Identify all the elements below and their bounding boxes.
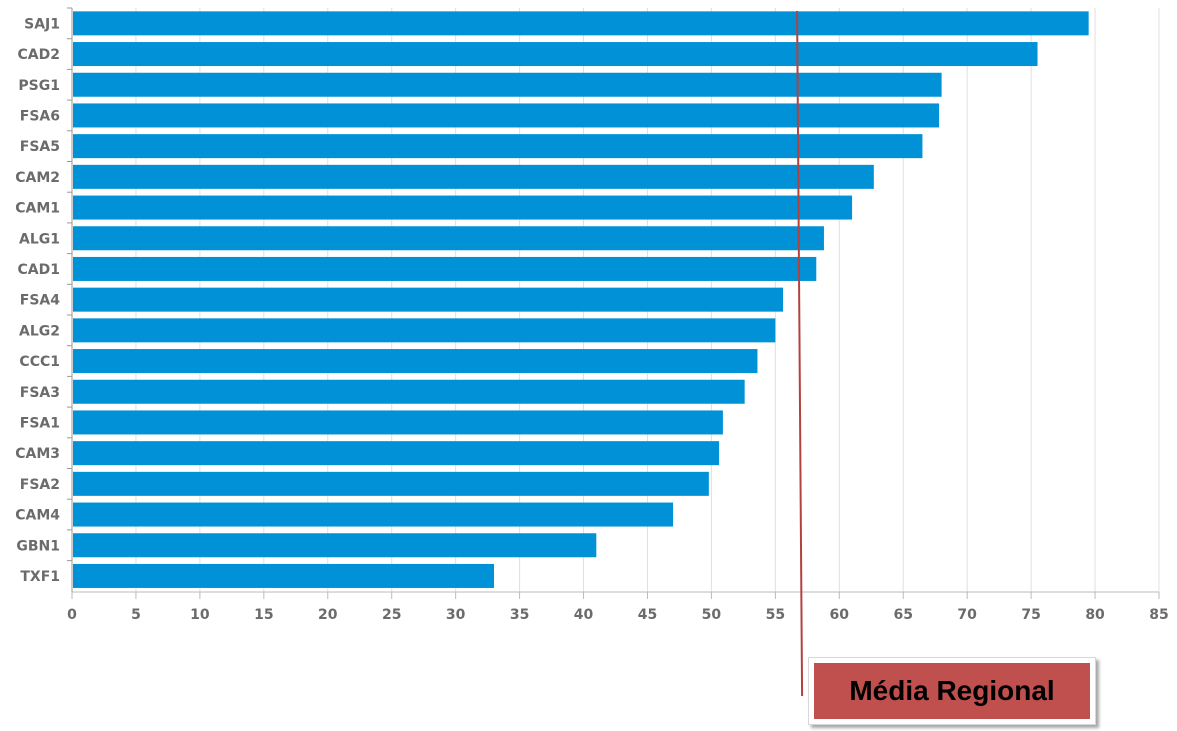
category-label: FSA3 (20, 385, 60, 401)
x-tick-label: 30 (446, 607, 466, 623)
x-tick-label: 60 (830, 607, 850, 623)
x-tick-label: 35 (510, 607, 529, 623)
x-tick-label: 65 (893, 607, 912, 623)
x-tick-label: 40 (574, 607, 594, 623)
x-tick-label: 70 (957, 607, 977, 623)
legend-swatch: Média Regional (814, 663, 1090, 719)
bar (73, 226, 824, 251)
category-label: ALG1 (19, 231, 60, 247)
category-label: SAJ1 (24, 16, 60, 32)
x-tick-label: 20 (318, 607, 338, 623)
x-tick-label: 15 (254, 607, 273, 623)
category-label: CAM1 (15, 201, 60, 217)
bar (73, 441, 720, 466)
x-tick-label: 25 (382, 607, 401, 623)
bar (73, 318, 776, 343)
reference-line (796, 10, 804, 697)
bar (73, 103, 940, 128)
category-label: FSA1 (20, 415, 60, 431)
category-label: FSA4 (20, 293, 60, 309)
legend-label: Média Regional (849, 675, 1055, 706)
x-tick-label: 0 (67, 607, 77, 623)
bar (73, 11, 1089, 36)
category-label: PSG1 (18, 78, 60, 94)
bar (73, 256, 817, 281)
legend: Média Regional (808, 657, 1096, 725)
category-label: GBN1 (16, 538, 60, 554)
category-label: CCC1 (19, 354, 60, 370)
category-label: CAM3 (15, 446, 60, 462)
bar (73, 379, 745, 404)
bar (73, 287, 784, 312)
x-tick-label: 10 (190, 607, 210, 623)
category-label: CAM2 (15, 170, 60, 186)
bar (73, 134, 923, 159)
bar (73, 349, 758, 374)
x-tick-label: 50 (702, 607, 722, 623)
category-label: CAM4 (15, 508, 60, 524)
bar (73, 533, 597, 558)
bar (73, 410, 723, 435)
category-label: FSA2 (20, 477, 60, 493)
bar (73, 195, 853, 220)
x-tick-label: 45 (638, 607, 657, 623)
x-tick-label: 55 (766, 607, 785, 623)
bar (73, 72, 942, 97)
category-label: TXF1 (20, 569, 60, 585)
bar (73, 164, 874, 189)
bar (73, 502, 674, 527)
bar (73, 563, 495, 588)
category-label: CAD1 (18, 262, 60, 278)
category-label: CAD2 (18, 47, 60, 63)
category-label: FSA5 (20, 139, 60, 155)
x-tick-label: 85 (1149, 607, 1168, 623)
x-tick-label: 75 (1021, 607, 1040, 623)
category-label: FSA6 (20, 108, 60, 124)
category-label: ALG2 (19, 323, 60, 339)
x-tick-label: 5 (131, 607, 141, 623)
bar (73, 471, 709, 496)
bar (73, 42, 1038, 67)
x-tick-label: 80 (1085, 607, 1105, 623)
